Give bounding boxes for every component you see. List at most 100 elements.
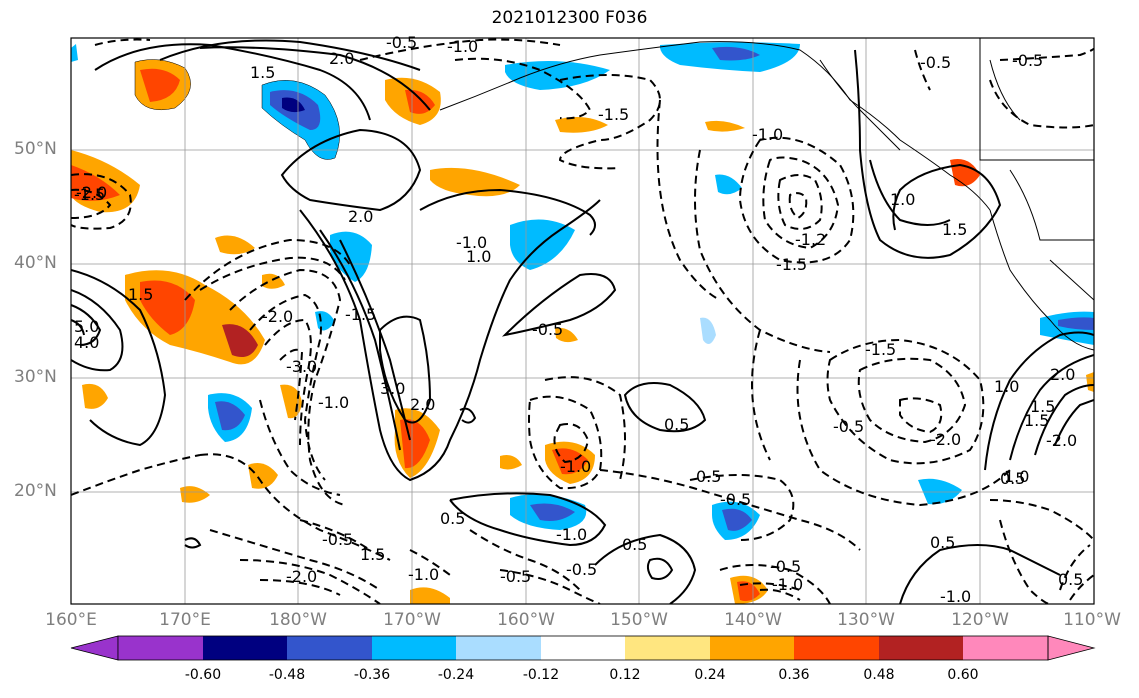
colorbar-over-arrow	[1047, 635, 1096, 661]
lon-label: 160°W	[497, 610, 555, 630]
colorbar-segment	[625, 636, 710, 660]
colorbar-segment	[372, 636, 456, 660]
colorbar-segment	[287, 636, 372, 660]
map-title: 2021012300 F036	[491, 8, 648, 28]
contour-label: -0.5	[500, 567, 531, 586]
contour-label: -1.2	[795, 230, 826, 249]
contour-label: 1.0	[994, 377, 1019, 396]
contour-label: -1.0	[456, 233, 487, 252]
contour-label: -2.0	[262, 307, 293, 326]
contour-label: -1.0	[556, 525, 587, 544]
lat-label: 40°N	[14, 253, 57, 273]
colorbar-segment	[203, 636, 287, 660]
contour-label: 0.5	[696, 467, 721, 486]
colorbar-segment	[541, 636, 625, 660]
colorbar-segment	[456, 636, 541, 660]
contour-label: -2.0	[930, 430, 961, 449]
contour-label: 2.0	[329, 49, 354, 68]
contour-label: -1.5	[345, 305, 376, 324]
contour-label: 0.5	[664, 415, 689, 434]
contour-label: -2.0	[1046, 431, 1077, 450]
contour-label: 0.5	[440, 509, 465, 528]
contour-label: -1.0	[560, 457, 591, 476]
colorbar-tick-label: 0.36	[778, 667, 810, 683]
lon-label: 140°W	[724, 610, 782, 630]
colorbar-tick-label: 0.12	[609, 667, 641, 683]
contour-label: -0.5	[770, 557, 801, 576]
contour-label: -1.5	[776, 255, 807, 274]
colorbar-segment	[794, 636, 879, 660]
colorbar-tick-label: -0.36	[353, 667, 391, 683]
contour-label: 3.0	[380, 379, 405, 398]
contour-label: 0.5	[622, 535, 647, 554]
contour-label: 1.0	[1004, 467, 1029, 486]
contour-label: 2.0	[1050, 365, 1075, 384]
contour-label: -0.5	[833, 417, 864, 436]
contour-label: -1.0	[940, 587, 971, 606]
lon-label: 130°W	[837, 610, 895, 630]
colorbar-segment	[879, 636, 963, 660]
contour-label: -1.0	[772, 575, 803, 594]
contour-label: 1.5	[128, 285, 153, 304]
colorbar-tick-label: 0.48	[863, 667, 895, 683]
colorbar-tick-label: 0.60	[947, 667, 979, 683]
contour-label: 0.5	[1058, 570, 1083, 589]
contour-label: 1.0	[890, 190, 915, 209]
contour-label: -0.5	[532, 320, 563, 339]
lon-label: 160°E	[45, 610, 97, 630]
contour-label: 1.5	[360, 545, 385, 564]
contour-label: -0.5	[1012, 51, 1043, 70]
contour-label: -1.5	[74, 185, 105, 204]
contour-label: -0.5	[386, 33, 417, 52]
contour-label: 1.5	[1024, 411, 1049, 430]
contour-label: -1.0	[447, 37, 478, 56]
lon-label: 150°W	[610, 610, 668, 630]
lon-label: 170°E	[159, 610, 211, 630]
contour-label: -0.5	[322, 530, 353, 549]
positive-contours	[71, 39, 1094, 604]
colorbar-under-arrow	[70, 635, 119, 661]
contour-label: 2.0	[410, 395, 435, 414]
contour-label: -1.0	[318, 393, 349, 412]
contour-labels: -0.5 -1.0 2.0 1.5 -1.5 -0.5 -1.0 -1.2 -1…	[74, 33, 1083, 606]
lat-label: 20°N	[14, 481, 57, 501]
colorbar-segment	[118, 636, 203, 660]
contour-label: 5.0	[74, 317, 99, 336]
contour-label: -1.0	[752, 125, 783, 144]
contour-label: -1.5	[598, 105, 629, 124]
colorbar	[70, 635, 1096, 661]
contour-label: -0.5	[720, 490, 751, 509]
lon-label: 120°W	[951, 610, 1009, 630]
contour-label: -3.0	[286, 357, 317, 376]
lon-label: 110°W	[1063, 610, 1121, 630]
graticule-grid	[71, 38, 1094, 604]
lat-label: 30°N	[14, 367, 57, 387]
contour-label: -0.5	[566, 560, 597, 579]
contour-label: 1.5	[942, 220, 967, 239]
contour-label: 0.5	[930, 533, 955, 552]
contour-label: 0.5	[1000, 469, 1025, 488]
contour-label: 1.5	[1030, 397, 1055, 416]
lat-label: 50°N	[14, 139, 57, 159]
contour-label: -1.0	[408, 565, 439, 584]
colorbar-tick-label: -0.24	[437, 667, 475, 683]
lon-label: 170°W	[383, 610, 441, 630]
contour-label: 4.0	[74, 333, 99, 352]
map-frame	[70, 37, 1095, 605]
contour-label: -0.5	[920, 53, 951, 72]
contour-label: 1.5	[250, 63, 275, 82]
colorbar-segment	[963, 636, 1048, 660]
contour-label: -2.0	[286, 567, 317, 586]
colorbar-tick-label: -0.48	[268, 667, 306, 683]
contour-label: 1.0	[466, 247, 491, 266]
colorbar-tick-label: -0.60	[184, 667, 222, 683]
colorbar-segment	[710, 636, 794, 660]
lon-label: 180°W	[269, 610, 327, 630]
colorbar-tick-label: -0.12	[522, 667, 560, 683]
contour-label: -2.0	[76, 183, 107, 202]
contour-label: -1.5	[865, 340, 896, 359]
negative-contours	[71, 38, 1094, 604]
contour-label: 2.0	[348, 207, 373, 226]
colorbar-tick-label: 0.24	[694, 667, 726, 683]
